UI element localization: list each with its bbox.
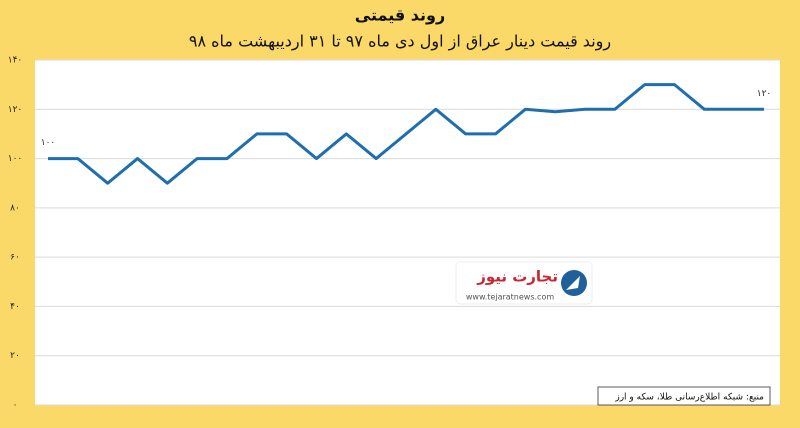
y-tick-label: ۶۰ [10, 253, 20, 263]
watermark-name: تجارت نیوز [476, 268, 558, 286]
watermark: تجارت نیوز www.tejaratnews.com [455, 261, 593, 305]
data-label: ۱۰۰ [41, 138, 56, 148]
y-tick-label: ۴۰ [10, 302, 20, 312]
y-tick-label: ۱۴۰ [8, 56, 23, 66]
source-box [597, 386, 771, 406]
source: منبع: شبکه اطلاع‌رسانی طلا، سکه و ارز [614, 393, 764, 403]
y-tick-label: ۱۲۰ [8, 105, 23, 115]
chart-subtitle: روند قیمت دینار عراق از اول دی ماه ۹۷ تا… [189, 32, 611, 52]
y-tick-label: ۰ [13, 401, 18, 411]
watermark-icon-arrow [566, 276, 580, 290]
watermark-box [455, 261, 593, 305]
y-tick-label: ۱۰۰ [8, 154, 23, 164]
line [48, 83, 764, 185]
chart-title: روند قیمتی [355, 6, 445, 25]
data-label: ۱۲۰ [757, 89, 772, 99]
plot-area [35, 60, 780, 405]
watermark-url: www.tejaratnews.com [466, 293, 554, 302]
y-tick-label: ۸۰ [10, 203, 20, 213]
y-tick-label: ۲۰ [10, 351, 20, 361]
